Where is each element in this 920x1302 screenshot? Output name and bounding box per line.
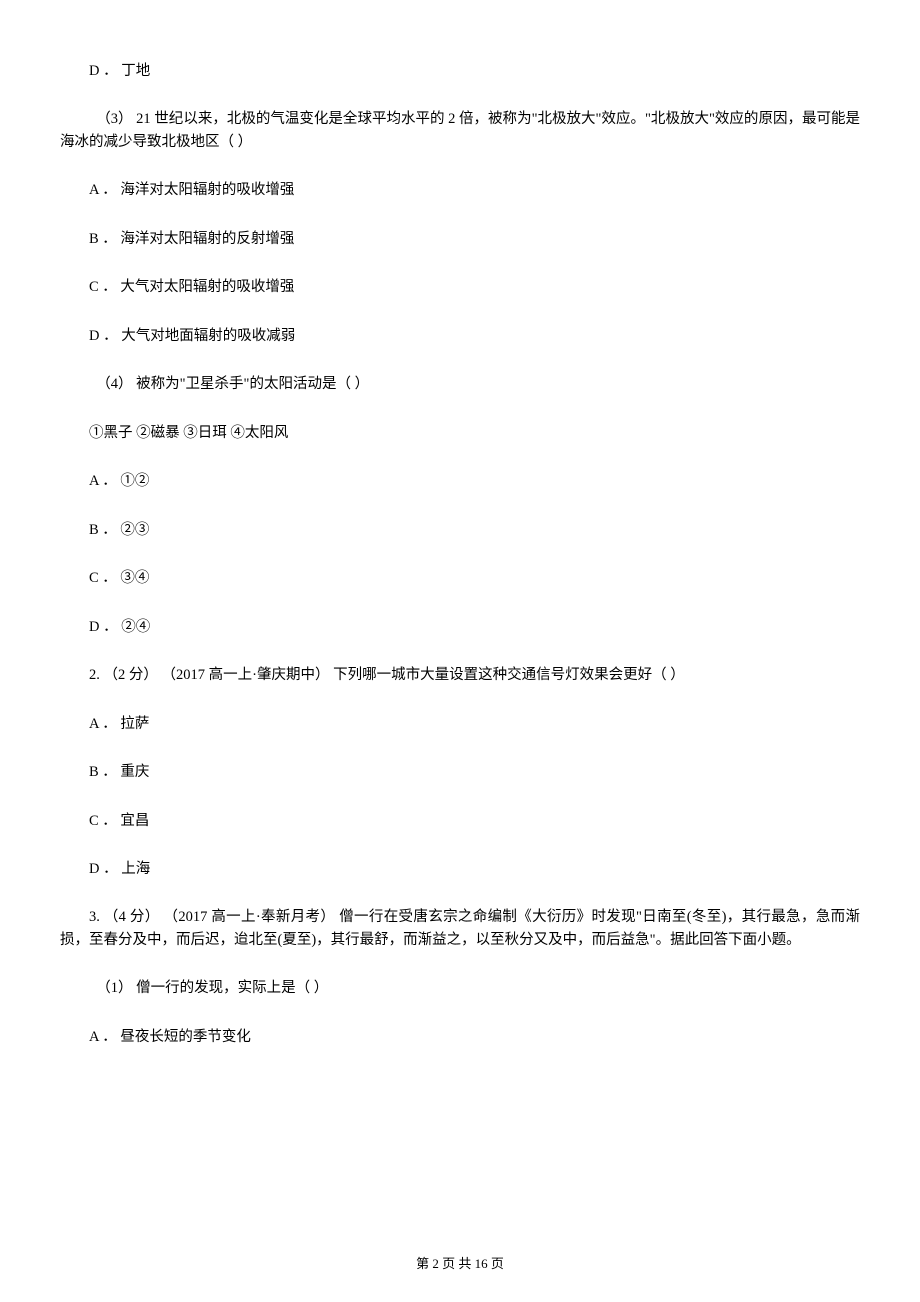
q3-stem: （3） 21 世纪以来，北极的气温变化是全球平均水平的 2 倍，被称为"北极放大… bbox=[60, 108, 860, 153]
q2-option-c: C ． 宜昌 bbox=[60, 810, 860, 832]
q4-option-c: C ． ③④ bbox=[60, 567, 860, 589]
q2-stem: 2. （2 分） （2017 高一上·肇庆期中） 下列哪一城市大量设置这种交通信… bbox=[60, 664, 860, 686]
q2-option-a: A ． 拉萨 bbox=[60, 713, 860, 735]
q4-option-d: D ． ②④ bbox=[60, 616, 860, 638]
q3-option-d: D ． 大气对地面辐射的吸收减弱 bbox=[60, 325, 860, 347]
document-page: D ． 丁地 （3） 21 世纪以来，北极的气温变化是全球平均水平的 2 倍，被… bbox=[0, 0, 920, 1302]
q2-option-d: D ． 上海 bbox=[60, 858, 860, 880]
q4-option-b: B ． ②③ bbox=[60, 519, 860, 541]
q3b-option-a: A ． 昼夜长短的季节变化 bbox=[60, 1026, 860, 1048]
q3b-sub1: （1） 僧一行的发现，实际上是（ ） bbox=[60, 977, 860, 999]
q3-option-a: A ． 海洋对太阳辐射的吸收增强 bbox=[60, 179, 860, 201]
q3b-stem: 3. （4 分） （2017 高一上·奉新月考） 僧一行在受唐玄宗之命编制《大衍… bbox=[60, 906, 860, 951]
q2-option-b: B ． 重庆 bbox=[60, 761, 860, 783]
q4-stem: （4） 被称为"卫星杀手"的太阳活动是（ ） bbox=[60, 373, 860, 395]
q4-option-a: A ． ①② bbox=[60, 470, 860, 492]
page-footer: 第 2 页 共 16 页 bbox=[0, 1254, 920, 1274]
q3-option-b: B ． 海洋对太阳辐射的反射增强 bbox=[60, 228, 860, 250]
q4-options-line: ①黑子 ②磁暴 ③日珥 ④太阳风 bbox=[60, 422, 860, 444]
prev-option-d: D ． 丁地 bbox=[60, 60, 860, 82]
q3-option-c: C ． 大气对太阳辐射的吸收增强 bbox=[60, 276, 860, 298]
